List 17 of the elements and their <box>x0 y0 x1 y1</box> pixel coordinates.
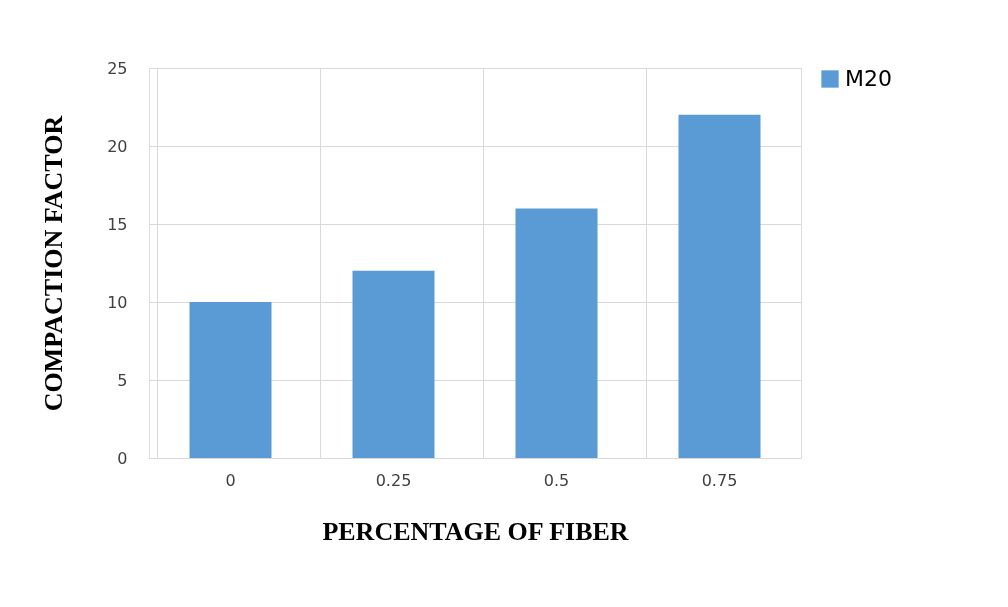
bar <box>678 114 761 458</box>
y-tick-label: 15 <box>107 214 128 234</box>
bar <box>352 270 435 458</box>
x-tick-label: 0.25 <box>375 470 412 490</box>
y-axis-title: COMPACTION FACTOR <box>39 115 69 412</box>
x-axis-title: PERCENTAGE OF FIBER <box>322 516 629 546</box>
bar <box>515 208 598 458</box>
y-tick-label: 20 <box>107 136 128 156</box>
y-tick-label: 0 <box>117 448 128 468</box>
y-tick-label: 25 <box>107 58 128 78</box>
legend-label: M20 <box>845 66 892 91</box>
y-tick-label: 10 <box>107 292 128 312</box>
x-tick-label: 0.75 <box>701 470 738 490</box>
x-tick-label: 0.5 <box>543 470 570 490</box>
bar <box>189 302 272 458</box>
y-tick-label: 5 <box>117 370 128 390</box>
x-tick-label: 0 <box>225 470 236 490</box>
